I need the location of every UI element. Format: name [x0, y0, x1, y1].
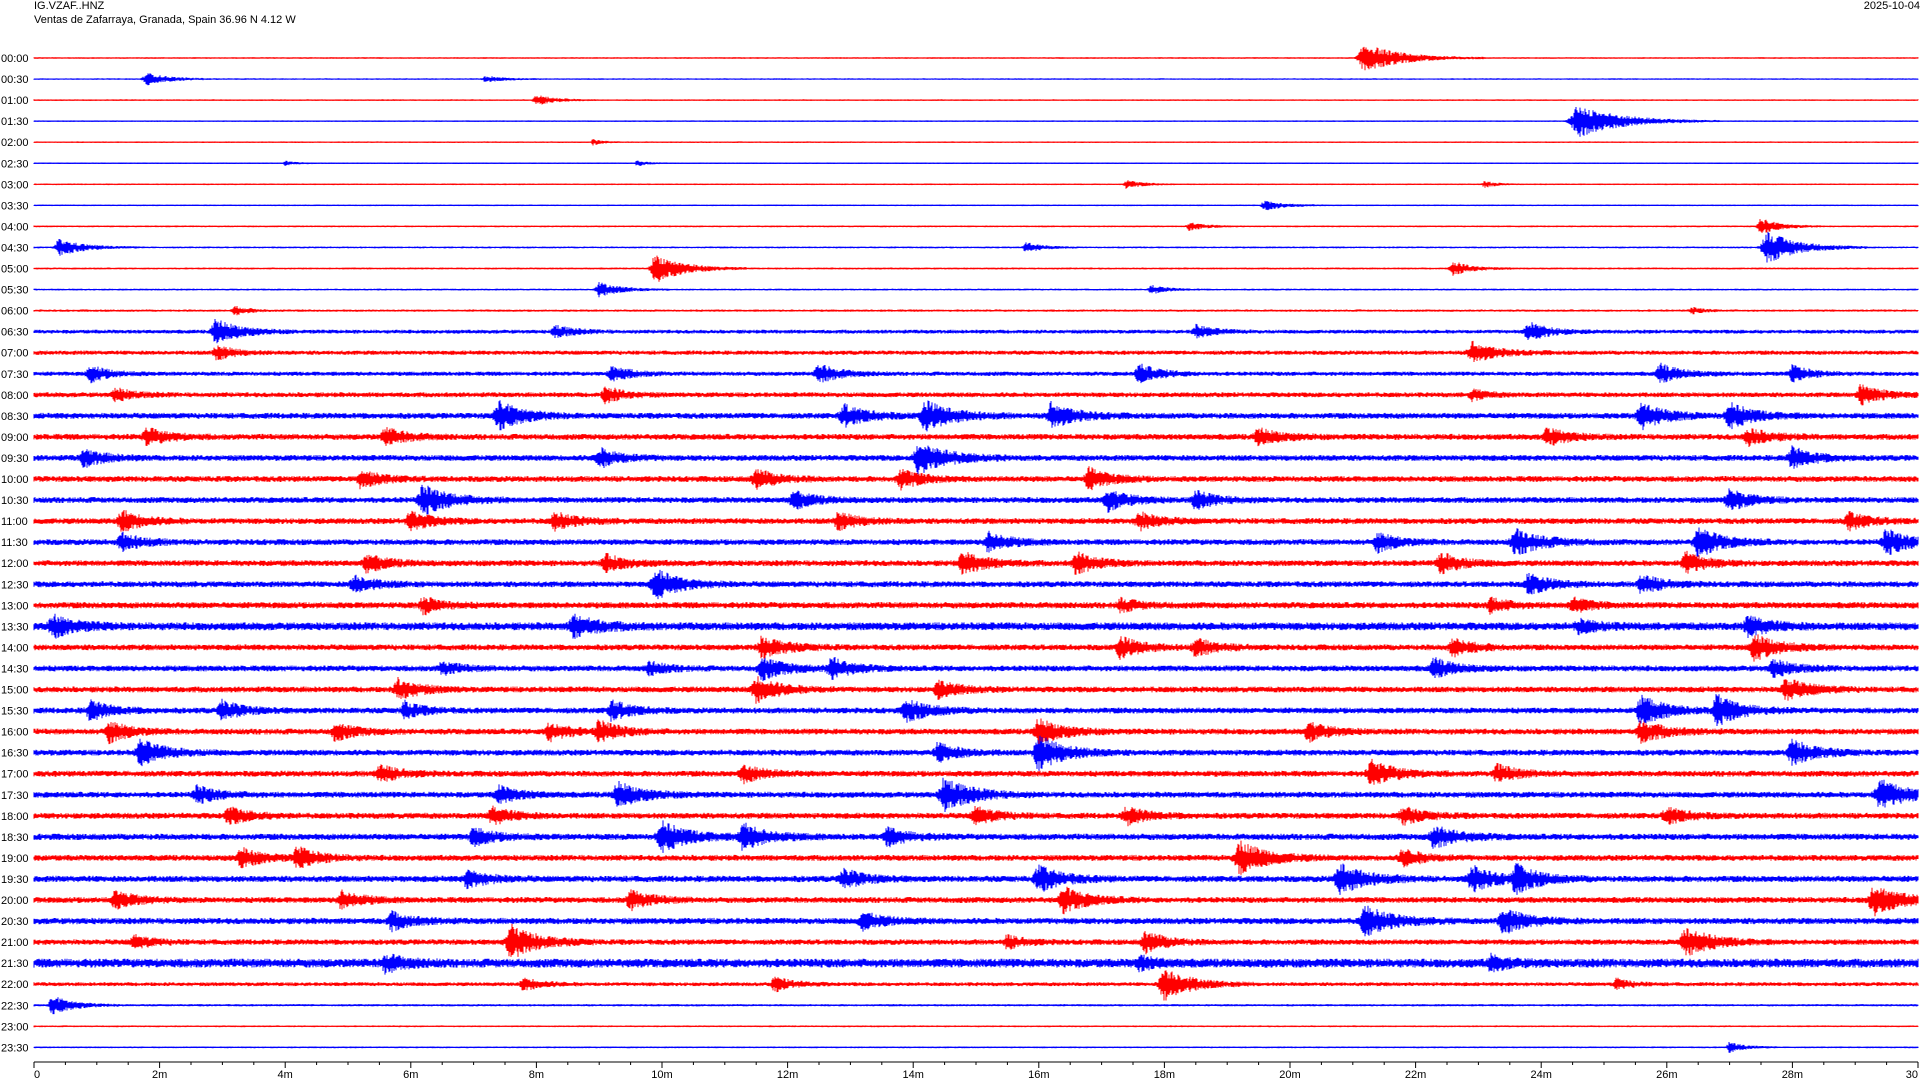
row-label: 10:30 [1, 495, 29, 507]
row-label: 21:30 [1, 958, 29, 970]
x-tick-label: 18m [1154, 1069, 1175, 1080]
row-label: 07:00 [1, 348, 29, 360]
x-tick-label: 30 [1906, 1069, 1918, 1080]
row-label: 06:30 [1, 327, 29, 339]
x-tick-label: 0 [34, 1069, 40, 1080]
seismic-trace [33, 886, 1919, 917]
row-label: 20:00 [1, 895, 29, 907]
seismic-trace [33, 362, 1919, 384]
seismic-trace [33, 46, 1919, 71]
row-label: 19:00 [1, 853, 29, 865]
x-tick-label: 8m [529, 1069, 544, 1080]
row-label: 06:00 [1, 306, 29, 318]
x-tick-label: 26m [1656, 1069, 1677, 1080]
seismic-trace [33, 596, 1919, 616]
row-label-group: 00:00 00:30 01:00 01:30 02:00 02:30 03:00 03:30… [1, 53, 29, 1054]
x-tick-label: 12m [777, 1069, 798, 1080]
row-label: 04:00 [1, 221, 29, 233]
row-label: 11:30 [1, 537, 28, 549]
record-date: 2025-10-04 [1863, 0, 1920, 12]
row-label: 18:00 [1, 811, 29, 823]
row-label: 17:30 [1, 790, 29, 802]
row-label: 07:30 [1, 369, 29, 381]
row-label: 01:30 [1, 116, 29, 128]
row-label: 12:30 [1, 579, 29, 591]
row-label: 18:30 [1, 832, 29, 844]
row-label: 19:30 [1, 874, 29, 886]
row-label: 05:30 [1, 285, 29, 297]
station-location: Ventas de Zafarraya, Granada, Spain 36.9… [34, 14, 296, 26]
time-axis: 0 2m 4m 6m 8m 10m 12m 14m 16m 18m 20m 22m 24m 26m 28m 3… [33, 1061, 1919, 1080]
row-label: 20:30 [1, 916, 29, 928]
row-label: 08:00 [1, 390, 29, 402]
row-label: 16:30 [1, 748, 29, 760]
row-label: 21:00 [1, 937, 29, 949]
seismic-trace [33, 758, 1919, 785]
row-label: 03:00 [1, 179, 29, 191]
row-label: 23:00 [1, 1021, 29, 1033]
row-label: 09:00 [1, 432, 29, 444]
row-label: 02:00 [1, 137, 29, 149]
row-label: 00:30 [1, 74, 29, 86]
x-tick-label: 22m [1405, 1069, 1426, 1080]
row-label: 11:00 [1, 516, 28, 528]
x-tick-label: 16m [1028, 1069, 1049, 1080]
row-label: 22:00 [1, 979, 29, 991]
row-label: 09:30 [1, 453, 29, 465]
seismic-trace [33, 107, 1919, 137]
x-tick-label: 28m [1782, 1069, 1803, 1080]
row-label: 04:30 [1, 242, 29, 254]
x-tick-label: 14m [902, 1069, 923, 1080]
x-tick-label: 2m [152, 1069, 167, 1080]
seismic-trace [33, 970, 1919, 1001]
seismic-trace [33, 445, 1919, 475]
x-tick-label: 24m [1530, 1069, 1551, 1080]
row-label: 03:30 [1, 200, 29, 212]
row-label: 23:30 [1, 1042, 29, 1054]
row-label: 13:30 [1, 621, 29, 633]
trace-group [33, 46, 1919, 1053]
row-label: 00:00 [1, 53, 29, 65]
seismic-trace [33, 735, 1919, 771]
row-label: 16:00 [1, 727, 29, 739]
row-label: 14:30 [1, 663, 29, 675]
seismic-trace [33, 340, 1919, 362]
row-label: 10:00 [1, 474, 29, 486]
seismic-trace [33, 923, 1919, 957]
row-label: 05:00 [1, 264, 29, 276]
x-tick-label: 10m [651, 1069, 672, 1080]
row-label: 15:30 [1, 706, 29, 718]
x-tick-label: 4m [278, 1069, 293, 1080]
x-tick-label: 6m [403, 1069, 418, 1080]
row-label: 14:00 [1, 642, 29, 654]
row-label: 08:30 [1, 411, 29, 423]
station-code: IG.VZAF..HNZ [34, 0, 105, 12]
row-label: 15:00 [1, 685, 29, 697]
row-label: 12:00 [1, 558, 29, 570]
x-tick-label: 20m [1279, 1069, 1300, 1080]
row-label: 02:30 [1, 158, 29, 170]
row-label: 22:30 [1, 1000, 29, 1012]
row-label: 17:00 [1, 769, 29, 781]
row-label: 01:00 [1, 95, 29, 107]
row-label: 13:00 [1, 600, 29, 612]
